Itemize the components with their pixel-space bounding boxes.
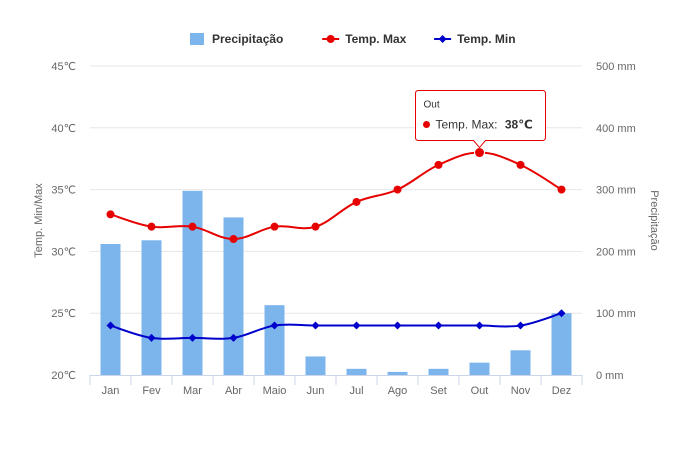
precip-bar[interactable] xyxy=(182,190,203,375)
y-right-tick-label: 0 mm xyxy=(596,370,624,382)
y-left-tick-label: 35℃ xyxy=(51,185,76,197)
temp-min-point[interactable] xyxy=(311,321,320,330)
y-right-tick-label: 200 mm xyxy=(596,246,636,258)
temp-max-point[interactable] xyxy=(557,185,566,194)
y-left-tick-label: 45℃ xyxy=(51,61,76,73)
precip-bar[interactable] xyxy=(100,243,121,375)
temp-min-point[interactable] xyxy=(352,321,361,330)
temp-min-point[interactable] xyxy=(229,333,238,342)
legend-marker xyxy=(438,35,447,43)
temp-max-point[interactable] xyxy=(393,185,402,194)
legend-label: Temp. Max xyxy=(345,32,406,46)
tooltip-series-dot xyxy=(423,121,430,129)
legend-item[interactable]: Temp. Max xyxy=(322,32,407,46)
tooltip-series-label: Temp. Max: xyxy=(436,118,498,132)
precip-bar[interactable] xyxy=(264,305,285,375)
temp-max-line xyxy=(110,151,563,241)
temp-min-point[interactable] xyxy=(393,321,402,330)
temp-max-point[interactable] xyxy=(311,222,320,231)
temp-min-point[interactable] xyxy=(475,321,484,330)
x-tick-label: Ago xyxy=(388,385,408,397)
x-tick-label: Jul xyxy=(349,385,363,397)
temp-min-point[interactable] xyxy=(188,333,197,342)
temp-min-point[interactable] xyxy=(516,321,525,330)
x-tick-label: Set xyxy=(430,385,447,397)
y-left-tick-label: 30℃ xyxy=(51,246,76,258)
temp-max-point[interactable] xyxy=(147,222,156,231)
axis-layer: 20℃ 25℃ 30℃ 35℃ 40℃ 45℃ 0 mm 100 mm 200 mm 300 mm… xyxy=(33,61,660,397)
tooltip-value: 38℃ xyxy=(505,118,533,132)
temp-max-point[interactable] xyxy=(229,235,238,244)
precip-bar[interactable] xyxy=(387,371,408,375)
y-left-axis-title: Temp. Min/Max xyxy=(33,183,45,258)
precip-bar[interactable] xyxy=(551,313,572,375)
tooltip-line: Temp. Max: 38℃ xyxy=(436,118,533,132)
x-tick-label: Jun xyxy=(307,385,325,397)
legend-item[interactable]: Precipitação xyxy=(190,32,283,46)
x-tick-label: Mar xyxy=(183,385,202,397)
x-tick-label: Out xyxy=(471,385,489,397)
precip-bar[interactable] xyxy=(428,368,449,375)
precip-bar[interactable] xyxy=(469,362,490,375)
x-tick-label: Jan xyxy=(102,385,120,397)
x-tick-label: Nov xyxy=(511,385,531,397)
legend-label: Precipitação xyxy=(212,32,283,46)
y-right-tick-label: 400 mm xyxy=(596,123,636,135)
temp-max-point[interactable] xyxy=(270,222,279,231)
x-tick-label: Maio xyxy=(263,385,287,397)
y-right-tick-label: 500 mm xyxy=(596,61,636,73)
temp-min-point[interactable] xyxy=(106,321,115,330)
tooltip-header: Out xyxy=(424,100,440,111)
y-left-tick-label: 20℃ xyxy=(51,370,76,382)
y-right-tick-label: 300 mm xyxy=(596,185,636,197)
x-tick-label: Dez xyxy=(552,385,572,397)
temp-min-point[interactable] xyxy=(270,321,279,330)
temp-max-point[interactable] xyxy=(516,160,525,169)
precip-bar[interactable] xyxy=(223,217,244,375)
tooltip-box xyxy=(415,90,546,149)
y-right-tick-label: 100 mm xyxy=(596,308,636,320)
legend: Precipitação Temp. Max Temp. Min xyxy=(190,32,516,46)
legend-label: Temp. Min xyxy=(457,32,515,46)
legend-item[interactable]: Temp. Min xyxy=(434,32,516,46)
legend-bar-swatch xyxy=(190,33,204,45)
temp-min-point[interactable] xyxy=(557,309,566,318)
precip-bar[interactable] xyxy=(510,350,531,375)
x-tick-label: Fev xyxy=(142,385,161,397)
line-layer xyxy=(106,147,566,342)
legend-marker xyxy=(326,35,335,43)
temp-max-point[interactable] xyxy=(352,197,361,206)
temp-min-point[interactable] xyxy=(434,321,443,330)
y-left-tick-label: 40℃ xyxy=(51,123,76,135)
temp-min-point[interactable] xyxy=(147,333,156,342)
tooltip: Out Temp. Max: 38℃ xyxy=(415,90,546,149)
y-right-axis-title: Precipitação xyxy=(648,190,660,251)
temp-max-point[interactable] xyxy=(106,210,115,219)
temp-max-point[interactable] xyxy=(434,160,443,169)
bar-layer xyxy=(100,190,572,375)
precip-bar[interactable] xyxy=(305,356,326,375)
precip-bar[interactable] xyxy=(141,240,162,375)
x-tick-label: Abr xyxy=(225,385,242,397)
temp-min-line xyxy=(110,312,562,340)
temp-max-point[interactable] xyxy=(474,147,485,159)
precip-bar[interactable] xyxy=(346,368,367,375)
temp-max-point[interactable] xyxy=(188,222,197,231)
y-left-tick-label: 25℃ xyxy=(51,308,76,320)
